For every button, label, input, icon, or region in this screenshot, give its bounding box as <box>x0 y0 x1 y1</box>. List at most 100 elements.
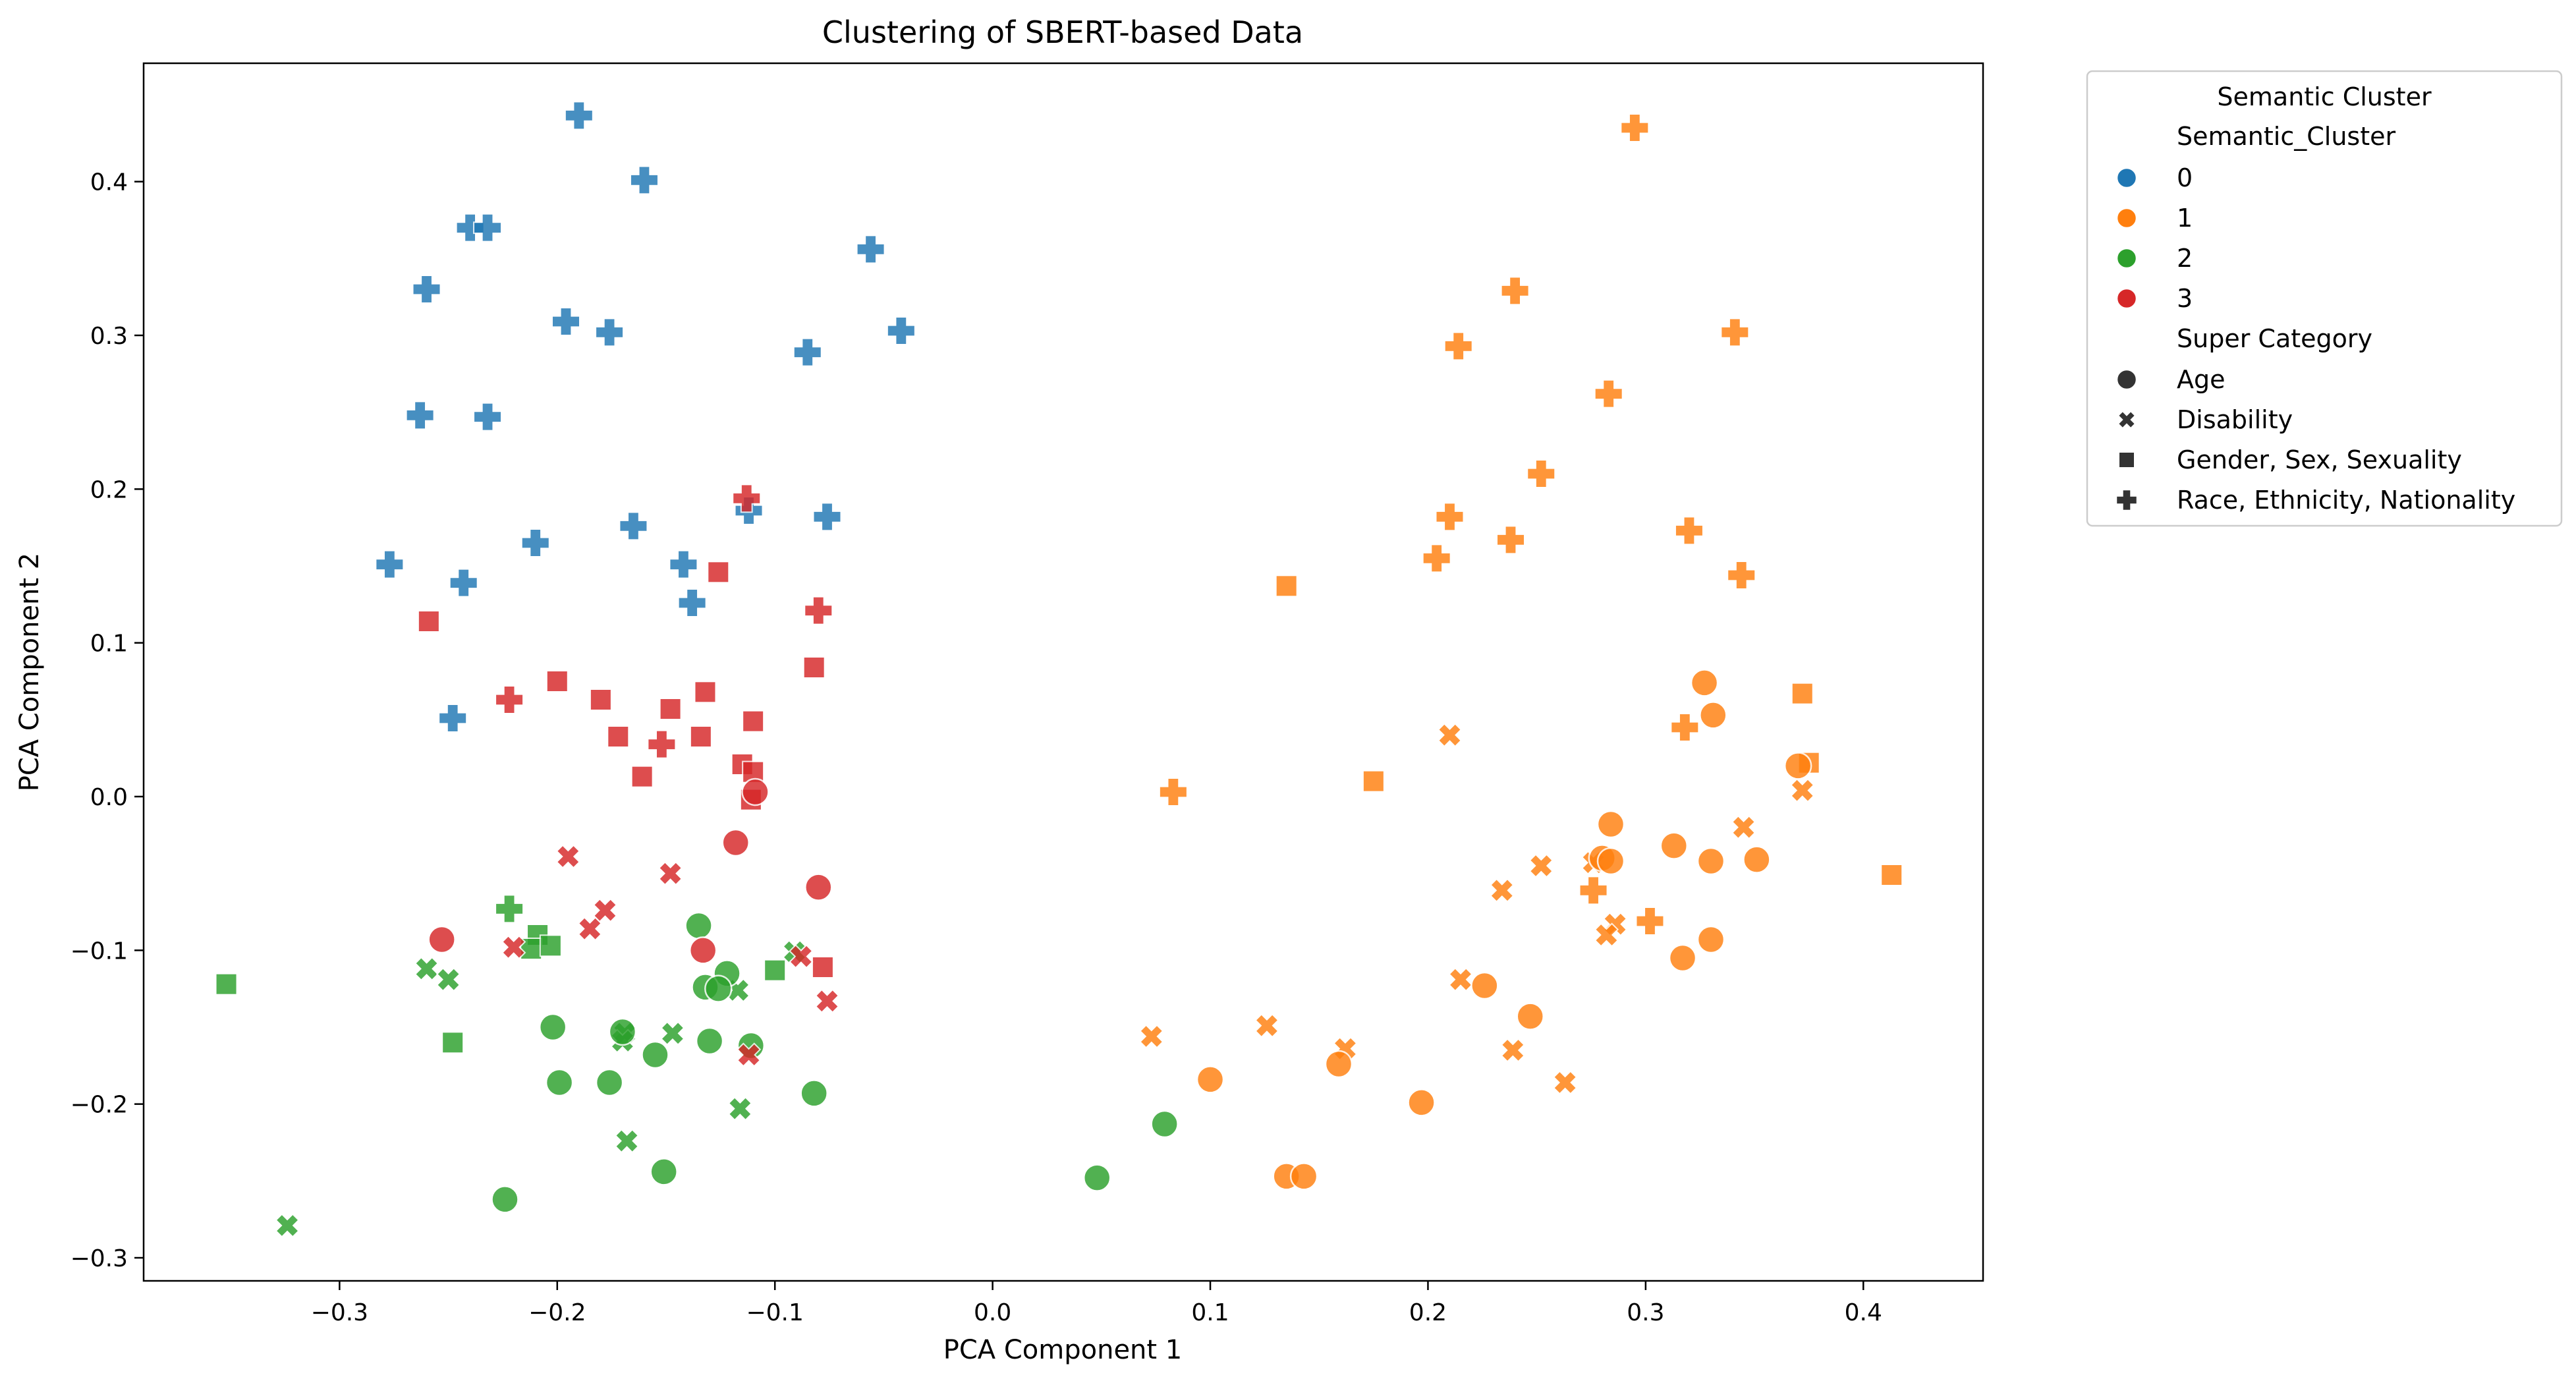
data-point-124 <box>811 956 834 978</box>
data-point-42 <box>1731 814 1756 840</box>
data-point-81 <box>435 967 461 992</box>
data-point-102 <box>1150 1110 1179 1139</box>
data-point-51 <box>1254 1013 1279 1038</box>
data-point-111 <box>707 561 730 584</box>
data-point-13 <box>619 511 648 541</box>
data-point-4 <box>856 235 885 264</box>
data-point-130 <box>789 944 814 969</box>
data-point-133 <box>741 777 770 806</box>
data-point-66 <box>1470 971 1499 1000</box>
data-point-62 <box>1696 847 1725 876</box>
data-point-31 <box>1727 561 1756 590</box>
legend-marker-cluster-0 <box>2115 167 2138 189</box>
data-point-9 <box>793 337 822 367</box>
legend-label-cluster-2: 2 <box>2177 244 2193 273</box>
legend-title: Semantic Cluster <box>2217 82 2432 111</box>
data-point-118 <box>607 725 630 748</box>
data-point-132 <box>736 1042 762 1067</box>
data-point-110 <box>417 610 440 633</box>
data-point-20 <box>438 704 468 733</box>
data-point-72 <box>1289 1162 1318 1191</box>
x-tick-label: 0.3 <box>1627 1299 1664 1326</box>
data-point-93 <box>704 974 733 1003</box>
data-point-23 <box>1443 331 1473 361</box>
x-tick-label: 0.2 <box>1409 1299 1447 1326</box>
data-point-26 <box>1526 459 1556 488</box>
data-point-32 <box>1670 713 1700 742</box>
data-point-18 <box>669 550 698 579</box>
x-axis-label: PCA Component 1 <box>943 1335 1183 1365</box>
legend-label-plus: Race, Ethnicity, Nationality <box>2177 486 2515 515</box>
x-axis-ticks: −0.3 −0.2 −0.1 0.0 0.1 0.2 0.3 0.4 <box>311 1281 1882 1326</box>
legend-label-square: Gender, Sex, Sexuality <box>2177 445 2462 474</box>
data-point-5 <box>412 275 441 304</box>
data-point-34 <box>1579 876 1608 905</box>
data-point-37 <box>1362 770 1385 793</box>
data-point-95 <box>608 1017 637 1046</box>
data-point-77 <box>539 934 562 957</box>
data-point-44 <box>1528 853 1554 878</box>
data-point-89 <box>275 1213 300 1238</box>
legend-label-cluster-3: 3 <box>2177 284 2193 313</box>
data-point-19 <box>677 588 707 617</box>
legend-style-entries: Age Disability Gender, Sex, Sexuality Race,… <box>2115 365 2515 515</box>
data-point-86 <box>660 1021 685 1046</box>
data-point-40 <box>1880 864 1903 886</box>
y-tick-label: −0.1 <box>70 938 128 965</box>
legend-label-x: Disability <box>2177 405 2293 434</box>
data-point-105 <box>491 1185 519 1214</box>
data-point-21 <box>1620 113 1650 142</box>
data-point-56 <box>1699 701 1727 729</box>
data-point-61 <box>1596 847 1625 876</box>
x-tick-label: −0.2 <box>528 1299 586 1326</box>
data-point-41 <box>1437 723 1463 748</box>
data-point-30 <box>1674 516 1704 546</box>
y-axis-ticks: −0.3 −0.2 −0.1 0.0 0.1 0.2 0.3 0.4 <box>70 169 144 1272</box>
data-point-98 <box>641 1040 669 1069</box>
legend-hue-title: Semantic_Cluster <box>2177 122 2395 151</box>
data-point-80 <box>414 956 439 981</box>
legend-style-title: Super Category <box>2177 324 2372 353</box>
data-point-48 <box>1594 922 1619 947</box>
data-point-63 <box>1743 845 1771 874</box>
data-point-137 <box>688 936 717 965</box>
data-point-106 <box>732 484 762 513</box>
data-point-27 <box>1435 502 1465 532</box>
data-point-59 <box>1660 831 1689 860</box>
data-point-29 <box>1422 544 1451 573</box>
x-tick-label: −0.3 <box>311 1299 368 1326</box>
y-tick-label: 0.2 <box>90 476 128 503</box>
data-point-74 <box>215 972 238 996</box>
data-point-131 <box>814 988 840 1013</box>
x-tick-label: 0.4 <box>1845 1299 1882 1326</box>
data-point-126 <box>658 860 683 886</box>
data-point-6 <box>551 307 581 336</box>
data-point-104 <box>650 1158 678 1186</box>
y-tick-label: 0.1 <box>90 631 128 658</box>
data-point-25 <box>1594 379 1623 409</box>
data-point-46 <box>1490 878 1515 903</box>
data-point-70 <box>1407 1088 1436 1117</box>
data-point-15 <box>812 502 842 532</box>
data-point-38 <box>1791 682 1814 705</box>
data-point-35 <box>1635 907 1665 936</box>
y-tick-label: −0.2 <box>70 1092 128 1119</box>
data-point-128 <box>577 916 603 942</box>
data-point-116 <box>659 698 682 720</box>
data-point-108 <box>495 685 524 714</box>
data-point-68 <box>1324 1050 1353 1079</box>
data-point-101 <box>800 1079 828 1108</box>
data-point-28 <box>1496 525 1525 555</box>
x-tick-label: −0.1 <box>746 1299 803 1326</box>
legend-label-circle: Age <box>2177 365 2226 394</box>
data-point-49 <box>1448 967 1473 992</box>
data-point-88 <box>614 1129 640 1154</box>
data-point-50 <box>1139 1024 1164 1049</box>
data-point-129 <box>501 935 526 960</box>
legend-marker-cluster-2 <box>2115 247 2138 269</box>
data-point-24 <box>1720 318 1750 347</box>
data-point-87 <box>727 1096 752 1121</box>
data-point-67 <box>1516 1002 1544 1030</box>
data-point-10 <box>405 401 435 430</box>
